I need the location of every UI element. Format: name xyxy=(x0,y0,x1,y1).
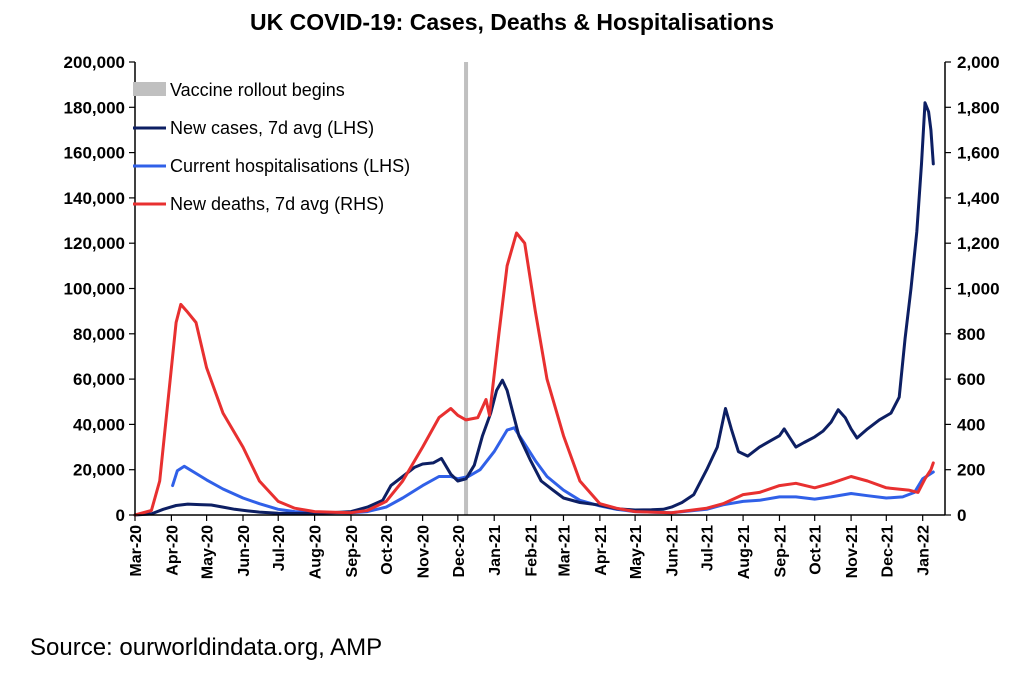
x-tick-label: Aug-20 xyxy=(308,525,325,579)
chart-title: UK COVID-19: Cases, Deaths & Hospitalisa… xyxy=(250,9,774,35)
x-tick-label: Dec-21 xyxy=(879,525,896,578)
x-tick-label: Oct-21 xyxy=(808,525,825,575)
x-tick-label: Nov-20 xyxy=(416,525,433,578)
series-line-2 xyxy=(133,231,935,517)
y-left-tick-label: 0 xyxy=(116,506,125,525)
x-tick-label: Jul-20 xyxy=(271,525,288,571)
y-left-tick-label: 40,000 xyxy=(73,415,125,434)
y-left-tick-label: 140,000 xyxy=(64,189,125,208)
legend: Vaccine rollout begins New cases, 7d avg … xyxy=(133,80,410,214)
y-axis-right-ticks: 0 200 400 600 800 1,000 1,200 1,400 1,600 1,800 2,… xyxy=(945,53,1000,525)
x-tick-label: Jan-22 xyxy=(916,525,933,576)
x-tick-label: Jun-20 xyxy=(236,525,253,577)
x-tick-label: Feb-21 xyxy=(524,525,541,577)
x-tick-label: Apr-20 xyxy=(164,525,181,576)
y-right-tick-label: 1,200 xyxy=(957,234,1000,253)
y-left-tick-label: 120,000 xyxy=(64,234,125,253)
x-tick-label: May-21 xyxy=(628,525,645,579)
y-right-tick-label: 800 xyxy=(957,325,985,344)
y-left-tick-label: 80,000 xyxy=(73,325,125,344)
y-right-tick-label: 2,000 xyxy=(957,53,1000,72)
x-tick-label: Apr-21 xyxy=(593,525,610,576)
y-right-tick-label: 200 xyxy=(957,461,985,480)
y-left-tick-label: 160,000 xyxy=(64,144,125,163)
x-tick-label: Jun-21 xyxy=(664,525,681,577)
legend-label: New cases, 7d avg (LHS) xyxy=(170,118,374,138)
series-layer xyxy=(133,101,935,517)
x-tick-label: Nov-21 xyxy=(844,525,861,578)
x-tick-label: Aug-21 xyxy=(736,525,753,579)
legend-label: Current hospitalisations (LHS) xyxy=(170,156,410,176)
y-left-tick-label: 60,000 xyxy=(73,370,125,389)
x-tick-label: Dec-20 xyxy=(451,525,468,578)
series-line-1 xyxy=(171,426,935,515)
y-right-tick-label: 1,000 xyxy=(957,280,1000,299)
y-right-tick-label: 600 xyxy=(957,370,985,389)
y-right-tick-label: 1,400 xyxy=(957,189,1000,208)
legend-swatch xyxy=(133,82,166,96)
x-tick-label: Sep-21 xyxy=(772,525,789,578)
x-tick-label: Oct-20 xyxy=(379,525,396,575)
y-left-tick-label: 180,000 xyxy=(64,98,125,117)
x-tick-label: Jan-21 xyxy=(487,525,504,576)
source-note: Source: ourworldindata.org, AMP xyxy=(30,634,382,661)
y-right-tick-label: 1,800 xyxy=(957,98,1000,117)
y-left-tick-label: 200,000 xyxy=(64,53,125,72)
y-left-tick-label: 100,000 xyxy=(64,280,125,299)
y-axis-left-ticks: 0 20,000 40,000 60,000 80,000 100,000 120,000 1… xyxy=(64,53,135,525)
x-tick-label: Mar-20 xyxy=(128,525,145,577)
x-tick-label: Sep-20 xyxy=(344,525,361,578)
y-left-tick-label: 20,000 xyxy=(73,461,125,480)
y-right-tick-label: 400 xyxy=(957,415,985,434)
x-tick-label: May-20 xyxy=(200,525,217,579)
x-tick-label: Mar-21 xyxy=(556,525,573,577)
x-axis-ticks: Mar-20 Apr-20 May-20 Jun-20 Jul-20 Aug-20 Sep-… xyxy=(128,515,933,579)
legend-label: Vaccine rollout begins xyxy=(170,80,345,100)
y-right-tick-label: 0 xyxy=(957,506,966,525)
y-right-tick-label: 1,600 xyxy=(957,144,1000,163)
legend-label: New deaths, 7d avg (RHS) xyxy=(170,194,384,214)
x-tick-label: Jul-21 xyxy=(700,525,717,571)
